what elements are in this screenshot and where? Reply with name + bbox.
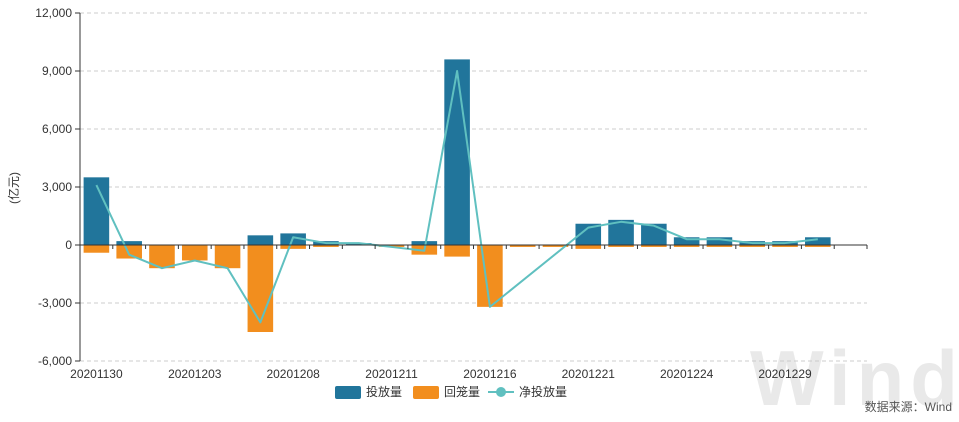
legend-label: 净投放量: [519, 384, 567, 399]
legend-label: 回笼量: [444, 384, 480, 399]
x-tick-label: 20201203: [168, 367, 222, 381]
y-tick-label: 9,000: [42, 64, 72, 78]
legend-swatch: [335, 386, 361, 399]
x-tick-label: 20201211: [365, 367, 418, 381]
bar-injection: [84, 177, 110, 245]
y-tick-label: -6,000: [38, 354, 72, 368]
bar-withdrawal: [248, 245, 274, 332]
source-text: 数据来源：Wind: [865, 399, 952, 414]
y-axis-title: (亿元): [6, 172, 21, 204]
x-tick-label: 20201221: [562, 367, 616, 381]
bar-withdrawal: [477, 245, 503, 307]
x-tick-label: 20201224: [660, 367, 714, 381]
bar-injection: [248, 235, 274, 245]
legend: 投放量 回笼量 净投放量: [335, 384, 567, 399]
bar-withdrawal: [444, 245, 470, 257]
y-tick-label: 12,000: [35, 6, 72, 20]
bar-withdrawal: [84, 245, 110, 253]
legend-marker: [496, 387, 506, 397]
legend-swatch: [413, 386, 439, 399]
x-tick-label: 20201208: [266, 367, 320, 381]
bar-withdrawal: [215, 245, 241, 268]
legend-label: 投放量: [366, 384, 402, 399]
bar-injection: [641, 224, 667, 245]
x-tick-label: 20201229: [758, 367, 812, 381]
bar-withdrawal: [280, 245, 306, 249]
bar-series: [84, 59, 831, 332]
bar-injection: [116, 241, 142, 245]
bar-injection: [412, 241, 438, 245]
x-tick-label: 20201216: [463, 367, 517, 381]
bar-injection: [444, 59, 470, 245]
y-tick-label: 0: [65, 238, 72, 252]
bar-withdrawal: [575, 245, 601, 249]
bar-withdrawal: [116, 245, 142, 259]
y-tick-label: -3,000: [38, 296, 72, 310]
bar-withdrawal: [182, 245, 208, 260]
y-tick-label: 3,000: [42, 180, 72, 194]
x-tick-label: 20201130: [70, 367, 123, 381]
y-tick-label: 6,000: [42, 122, 72, 136]
